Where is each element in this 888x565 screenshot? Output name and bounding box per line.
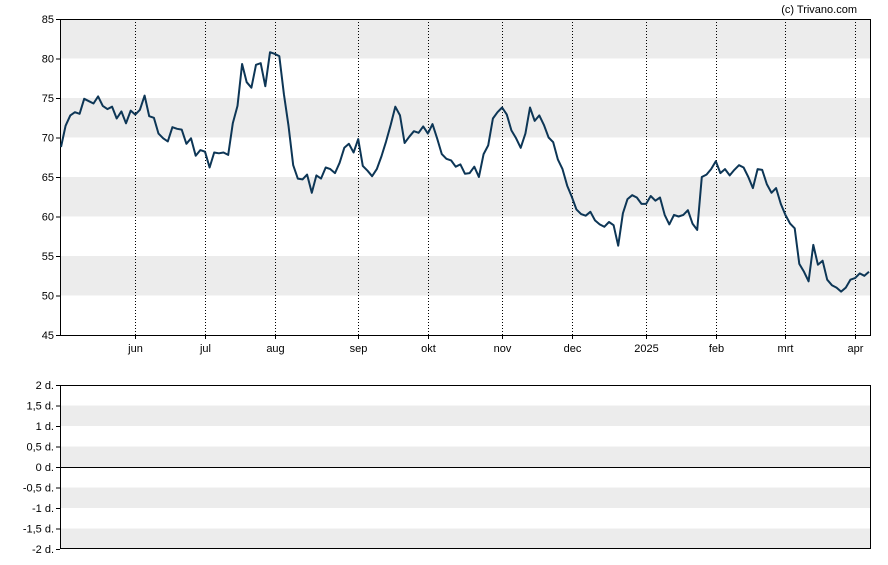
duration-y-tick-label: 0 d. xyxy=(36,462,54,474)
price-y-tick-label: 45 xyxy=(42,330,54,342)
price-y-tick-label: 85 xyxy=(42,14,54,26)
duration-band xyxy=(60,446,870,467)
price-y-ticks: 85 80 75 70 65 60 55 50 45 xyxy=(42,14,60,342)
duration-y-tick-label: -0,5 d. xyxy=(23,483,54,495)
duration-y-tick-label: -2 d. xyxy=(32,544,54,556)
price-band xyxy=(60,19,870,59)
duration-band xyxy=(60,487,870,508)
duration-band xyxy=(60,528,870,549)
price-band xyxy=(60,98,870,138)
price-y-tick-label: 65 xyxy=(42,172,54,184)
month-tick-label: dec xyxy=(564,343,582,355)
duration-y-tick-label: 1 d. xyxy=(36,421,54,433)
month-tick-label: feb xyxy=(709,343,724,355)
month-x-ticks: jun jul aug sep okt nov dec 2025 feb mrt apr xyxy=(127,335,864,355)
month-tick-label: nov xyxy=(494,343,512,355)
month-tick-label: sep xyxy=(350,343,368,355)
price-band xyxy=(60,256,870,296)
price-y-tick-label: 75 xyxy=(42,93,54,105)
price-y-tick-label: 50 xyxy=(42,291,54,303)
month-tick-label: mrt xyxy=(778,343,794,355)
duration-panel: 2 d. 1,5 d. 1 d. 0,5 d. 0 d. -0,5 d. -1 d. -1,5… xyxy=(23,380,871,556)
duration-band xyxy=(60,405,870,426)
month-tick-label: aug xyxy=(266,343,284,355)
month-tick-label: okt xyxy=(421,343,436,355)
duration-panel-frame xyxy=(60,385,871,549)
price-series-line xyxy=(60,51,870,293)
price-panel-bands xyxy=(60,19,870,296)
credit-label: (c) Trivano.com xyxy=(781,4,857,16)
month-tick-label: jun xyxy=(127,343,143,355)
duration-y-tick-label: 2 d. xyxy=(36,380,54,392)
month-tick-label: apr xyxy=(848,343,864,355)
duration-y-tick-label: -1,5 d. xyxy=(23,524,54,536)
price-panel-frame xyxy=(60,19,871,336)
duration-y-tick-label: 1,5 d. xyxy=(26,401,54,413)
price-y-tick-label: 80 xyxy=(42,54,54,66)
duration-y-tick-label: -1 d. xyxy=(32,503,54,515)
month-tick-label: jul xyxy=(199,343,211,355)
price-y-tick-label: 55 xyxy=(42,251,54,263)
price-band xyxy=(60,177,870,217)
price-y-tick-label: 70 xyxy=(42,133,54,145)
duration-y-tick-label: 0,5 d. xyxy=(26,442,54,454)
price-y-tick-label: 60 xyxy=(42,212,54,224)
price-panel: 85 80 75 70 65 60 55 50 45 jun jul aug sep okt nov dec… xyxy=(42,14,871,355)
duration-panel-bands xyxy=(60,405,870,549)
month-tick-label: 2025 xyxy=(634,343,658,355)
duration-y-ticks: 2 d. 1,5 d. 1 d. 0,5 d. 0 d. -0,5 d. -1 d. -1,5… xyxy=(23,380,60,556)
